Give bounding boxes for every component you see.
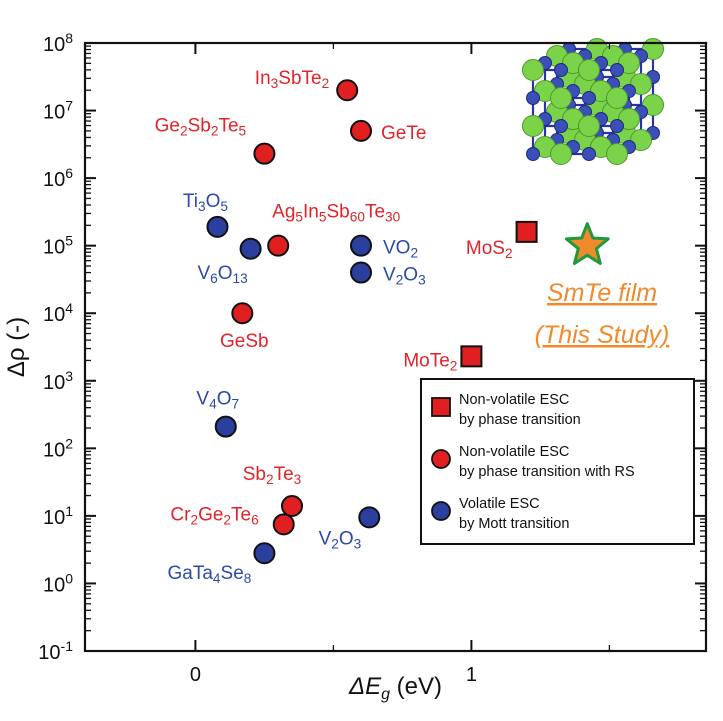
y-tick-label: 100	[43, 570, 73, 596]
crystal-structure-inset	[522, 38, 664, 165]
this-study-label-line1: SmTe film	[547, 279, 657, 307]
legend-entry-line1: Volatile ESC	[459, 496, 540, 512]
point-label: V4O7	[196, 389, 239, 412]
point-label: Sb2Te3	[243, 464, 302, 487]
point-marker	[281, 495, 303, 518]
y-tick-label: 102	[43, 435, 73, 461]
inset-atom	[550, 87, 572, 109]
point-marker	[350, 261, 372, 284]
inset-atom	[578, 115, 600, 137]
x-axis-title: ΔEg (eV)	[348, 673, 442, 703]
inset-atom	[606, 143, 628, 165]
this-study-star-marker	[564, 222, 610, 265]
y-tick-label: 101	[43, 503, 73, 529]
point-label: GeSb	[220, 331, 269, 352]
data-points	[206, 79, 538, 565]
y-tick-label: 104	[43, 300, 73, 326]
y-tick-label: 103	[43, 368, 73, 394]
point-label: GaTa4Se8	[168, 563, 252, 586]
point-marker	[350, 119, 372, 142]
point-label: In3SbTe2	[255, 68, 329, 91]
point-marker	[515, 220, 538, 243]
y-tick-label: 105	[43, 233, 73, 259]
point-label: Cr2Ge2Te6	[170, 504, 258, 527]
legend-entry-line1: Non-volatile ESC	[459, 392, 569, 408]
legend-box	[420, 378, 695, 545]
inset-atom	[550, 143, 572, 165]
point-label: V6O13	[197, 263, 247, 286]
point-marker	[253, 142, 276, 165]
this-study-label-line2: (This Study)	[535, 321, 670, 349]
point-labels: In3SbTe2 GeTe Ge2Sb2Te5 Ti3O5 Ag5In5Sb60Te30…	[155, 68, 513, 586]
this-study: SmTe film (This Study)	[535, 222, 670, 349]
point-label: Ge2Sb2Te5	[155, 116, 247, 139]
y-axis-title: Δρ (-)	[3, 317, 30, 377]
inset-atom	[578, 59, 600, 81]
point-label: MoS2	[466, 238, 513, 261]
plot-frame	[83, 41, 708, 653]
inset-atom	[610, 63, 624, 77]
y-tick-label: 108	[43, 30, 73, 56]
inset-atom	[582, 147, 596, 161]
legend: Non-volatile ESC by phase transition Non-v…	[420, 378, 695, 545]
inset-atom	[526, 91, 540, 105]
point-marker	[239, 237, 262, 260]
y-tick-label: 107	[43, 98, 73, 124]
point-label: Ti3O5	[183, 191, 229, 214]
point-marker	[350, 234, 372, 257]
inset-atom	[606, 87, 628, 109]
inset-atom	[522, 115, 544, 137]
legend-marker	[431, 449, 451, 469]
point-marker	[336, 79, 359, 102]
point-label: Ag5In5Sb60Te30	[272, 202, 400, 225]
y-tick-label: 10-1	[38, 638, 73, 664]
point-marker	[267, 234, 290, 257]
legend-entry-line2: by phase transition	[459, 412, 581, 428]
point-marker	[358, 506, 381, 529]
point-marker	[206, 215, 229, 238]
y-tick-label: 106	[43, 165, 73, 191]
point-label: V2O3	[319, 528, 362, 551]
inset-atom	[610, 119, 624, 133]
point-label: V2O3	[383, 265, 426, 288]
point-marker	[253, 542, 276, 565]
legend-entry-line1: Non-volatile ESC	[459, 444, 569, 460]
inset-atom	[554, 119, 568, 133]
legend-entry-line2: by phase transition with RS	[459, 464, 635, 480]
legend-marker	[431, 501, 451, 521]
inset-atom	[582, 91, 596, 105]
point-marker	[231, 302, 254, 325]
x-tick-label: 1	[466, 664, 477, 686]
inset-atom	[554, 63, 568, 77]
axes: 108 107 106 105 104 103 102 101 100 10-1 0 1 ΔEg (eV…	[3, 30, 708, 703]
point-marker	[272, 513, 295, 536]
inset-atom	[522, 59, 544, 81]
legend-entry-line2: by Mott transition	[459, 516, 569, 532]
point-label: MoTe2	[403, 350, 457, 373]
x-tick-label: 0	[190, 664, 201, 686]
legend-marker	[431, 397, 451, 417]
point-marker	[214, 415, 237, 438]
point-marker	[460, 345, 483, 368]
inset-atom	[526, 147, 540, 161]
point-label: GeTe	[381, 123, 426, 144]
point-label: VO2	[383, 238, 418, 261]
